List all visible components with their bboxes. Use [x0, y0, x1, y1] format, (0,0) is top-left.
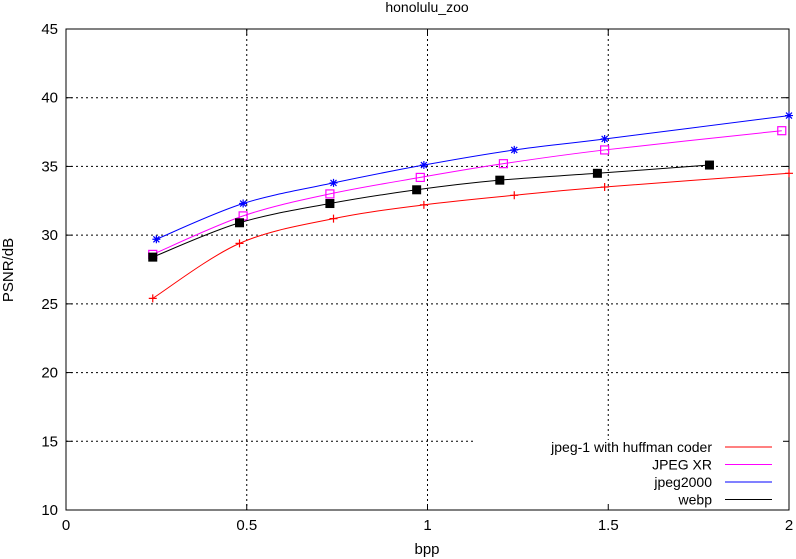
data-point: [329, 214, 338, 223]
data-point: [592, 168, 602, 178]
x-tick-label: 0: [62, 517, 70, 534]
y-tick-label: 40: [41, 90, 58, 107]
data-point: [419, 200, 428, 209]
legend-label: webp: [678, 492, 713, 508]
y-tick-label: 15: [41, 433, 58, 450]
x-tick-label: 1.5: [598, 517, 619, 534]
y-tick-label: 10: [41, 502, 58, 519]
legend-label: jpeg-1 with huffman coder: [550, 439, 712, 455]
series-group: [148, 160, 714, 262]
y-axis-label: PSNR/dB: [0, 238, 17, 302]
data-point: [325, 189, 335, 199]
data-point: [419, 161, 428, 170]
data-point: [239, 199, 248, 208]
grid: [66, 29, 789, 510]
series-group: [152, 111, 793, 244]
data-point: [415, 172, 425, 183]
chart-title: honolulu_zoo: [385, 0, 469, 15]
data-point: [148, 294, 157, 303]
data-point: [148, 252, 158, 262]
x-tick-label: 2: [785, 517, 793, 534]
y-tick-labels: 10 15 20 25 30 35 40 45: [41, 21, 58, 519]
data-point: [235, 218, 245, 228]
data-point: [510, 191, 519, 200]
y-tick-label: 30: [41, 227, 58, 244]
data-point: [325, 199, 335, 209]
x-tick-label: 0.5: [236, 517, 257, 534]
data-point: [600, 145, 610, 155]
data-point: [235, 239, 244, 248]
data-point: [777, 126, 787, 136]
data-point: [498, 159, 509, 169]
series-line: [156, 115, 790, 240]
data-point: [600, 134, 609, 143]
data-point: [152, 235, 161, 244]
data-point: [704, 160, 714, 170]
series: [148, 111, 793, 303]
data-point: [510, 145, 519, 154]
series-group: [148, 126, 787, 259]
y-tick-label: 25: [41, 296, 58, 313]
axis-ticks: [65, 28, 790, 511]
y-tick-label: 45: [41, 21, 58, 38]
data-point: [329, 178, 338, 187]
x-axis-label: bpp: [414, 541, 439, 558]
data-point: [412, 185, 422, 195]
data-point: [600, 183, 609, 192]
data-point: [785, 111, 793, 120]
y-tick-label: 35: [41, 158, 58, 175]
y-tick-label: 20: [41, 365, 58, 382]
data-point: [785, 169, 793, 178]
data-point: [495, 175, 505, 185]
series-group: [148, 169, 793, 303]
x-tick-labels: 0 0.5 1 1.5 2: [62, 517, 793, 534]
series-line: [152, 172, 790, 299]
legend-label: jpeg2000: [653, 474, 712, 490]
legend: jpeg-1 with huffman coder JPEG XRjpeg2000…: [550, 439, 772, 508]
series-line: [152, 130, 782, 255]
x-tick-label: 1: [423, 517, 431, 534]
legend-label: JPEG XR: [652, 457, 712, 473]
